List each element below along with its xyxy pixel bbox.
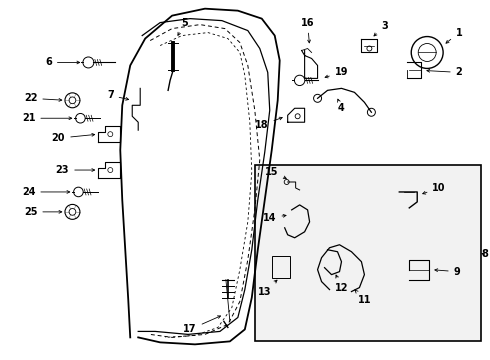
Text: 21: 21 xyxy=(22,113,72,123)
Text: 15: 15 xyxy=(265,167,286,179)
Text: 25: 25 xyxy=(24,207,62,217)
Text: 12: 12 xyxy=(335,275,348,293)
Text: 16: 16 xyxy=(301,18,315,43)
Text: 22: 22 xyxy=(24,93,62,103)
Text: 11: 11 xyxy=(355,290,371,305)
Text: 2: 2 xyxy=(427,67,463,77)
Text: 1: 1 xyxy=(446,28,463,43)
Text: 4: 4 xyxy=(338,99,345,113)
Text: 7: 7 xyxy=(107,90,128,100)
Text: 20: 20 xyxy=(52,133,95,143)
Text: 3: 3 xyxy=(374,21,388,36)
Text: 17: 17 xyxy=(183,316,220,334)
Text: 24: 24 xyxy=(22,187,70,197)
Text: 23: 23 xyxy=(56,165,95,175)
Text: 10: 10 xyxy=(423,183,446,194)
Bar xyxy=(272,256,290,278)
Text: 5: 5 xyxy=(178,18,189,35)
Text: 14: 14 xyxy=(263,213,286,223)
Text: 19: 19 xyxy=(325,67,348,78)
Bar xyxy=(255,165,481,341)
Text: 18: 18 xyxy=(255,117,282,130)
Text: 13: 13 xyxy=(258,280,277,297)
Text: 9: 9 xyxy=(435,267,461,276)
Text: 6: 6 xyxy=(45,58,80,67)
Text: 8: 8 xyxy=(482,249,489,259)
